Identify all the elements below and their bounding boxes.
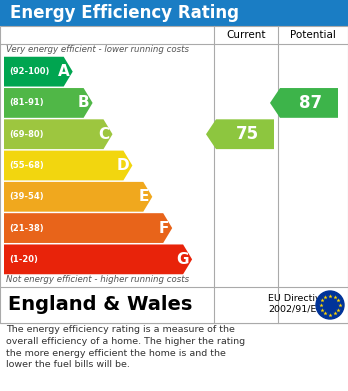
- Text: (92-100): (92-100): [9, 67, 49, 76]
- Text: England & Wales: England & Wales: [8, 296, 192, 314]
- Text: (81-91): (81-91): [9, 99, 44, 108]
- Text: C: C: [98, 127, 110, 142]
- Text: (21-38): (21-38): [9, 224, 44, 233]
- Text: 87: 87: [299, 94, 323, 112]
- Polygon shape: [4, 244, 192, 274]
- Bar: [0, 0, 348, 26]
- Polygon shape: [4, 213, 172, 243]
- Circle shape: [316, 291, 344, 319]
- Polygon shape: [4, 57, 73, 86]
- Text: F: F: [159, 221, 169, 235]
- Text: Very energy efficient - lower running costs: Very energy efficient - lower running co…: [6, 45, 189, 54]
- Text: Not energy efficient - higher running costs: Not energy efficient - higher running co…: [6, 275, 189, 284]
- Text: (1-20): (1-20): [9, 255, 38, 264]
- Polygon shape: [270, 88, 338, 118]
- Text: (39-54): (39-54): [9, 192, 44, 201]
- Text: B: B: [78, 95, 89, 110]
- Text: G: G: [176, 252, 189, 267]
- Text: (69-80): (69-80): [9, 130, 44, 139]
- Text: Potential: Potential: [290, 30, 336, 40]
- Polygon shape: [4, 119, 112, 149]
- Text: A: A: [58, 64, 70, 79]
- Polygon shape: [4, 88, 93, 118]
- Text: (55-68): (55-68): [9, 161, 44, 170]
- Text: Current: Current: [226, 30, 266, 40]
- Bar: [0, 26, 348, 323]
- Text: EU Directive
2002/91/EC: EU Directive 2002/91/EC: [268, 294, 326, 314]
- Text: 75: 75: [236, 125, 259, 143]
- Bar: [0, 287, 348, 323]
- Text: The energy efficiency rating is a measure of the
overall efficiency of a home. T: The energy efficiency rating is a measur…: [6, 325, 245, 369]
- Polygon shape: [4, 151, 132, 180]
- Polygon shape: [4, 182, 152, 212]
- Polygon shape: [206, 119, 274, 149]
- Text: D: D: [117, 158, 129, 173]
- Text: Energy Efficiency Rating: Energy Efficiency Rating: [10, 4, 239, 22]
- Text: E: E: [139, 189, 149, 204]
